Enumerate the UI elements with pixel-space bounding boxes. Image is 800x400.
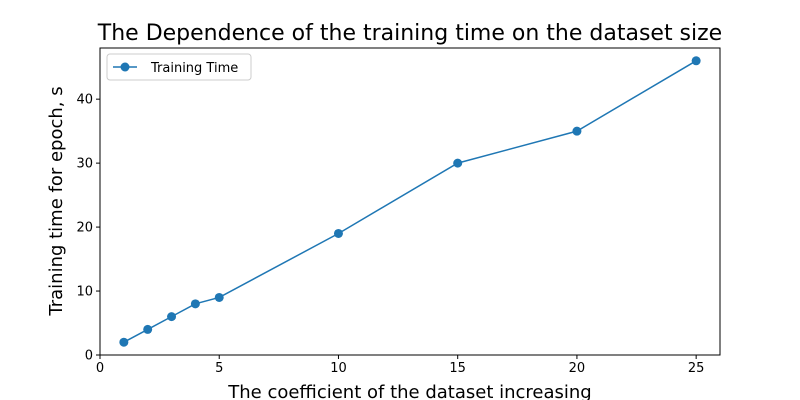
y-tick-label: 20	[76, 221, 93, 236]
data-point	[119, 337, 129, 347]
data-point	[333, 228, 343, 238]
data-point	[691, 56, 701, 66]
data-point	[143, 324, 153, 334]
x-tick-label: 10	[330, 361, 347, 376]
chart-title: The Dependence of the training time on t…	[97, 21, 722, 46]
training-time-points	[119, 56, 701, 347]
legend-marker-swatch	[120, 62, 130, 72]
data-point	[214, 292, 224, 302]
x-tick-label: 20	[569, 361, 586, 376]
data-point	[167, 312, 177, 322]
data-point	[572, 126, 582, 136]
data-point	[453, 158, 463, 168]
y-axis-label: Training time for epoch, s	[46, 86, 67, 316]
y-tick-label: 30	[76, 157, 93, 172]
x-tick-label: 0	[96, 361, 104, 376]
x-tick-label: 25	[688, 361, 705, 376]
x-axis-ticks: 0 5 10 15 20 25	[96, 355, 705, 376]
legend: Training Time	[106, 53, 252, 81]
y-tick-label: 10	[76, 285, 93, 300]
x-tick-label: 5	[215, 361, 223, 376]
data-point	[190, 299, 200, 309]
y-axis-ticks: 0 10 20 30 40	[76, 93, 100, 364]
legend-label: Training Time	[150, 61, 238, 76]
x-axis-label: The coefficient of the dataset increasin…	[227, 382, 591, 400]
x-tick-label: 15	[449, 361, 466, 376]
y-tick-label: 0	[85, 349, 93, 364]
y-tick-label: 40	[76, 93, 93, 108]
plot-area	[99, 47, 721, 356]
legend-box	[106, 53, 252, 81]
